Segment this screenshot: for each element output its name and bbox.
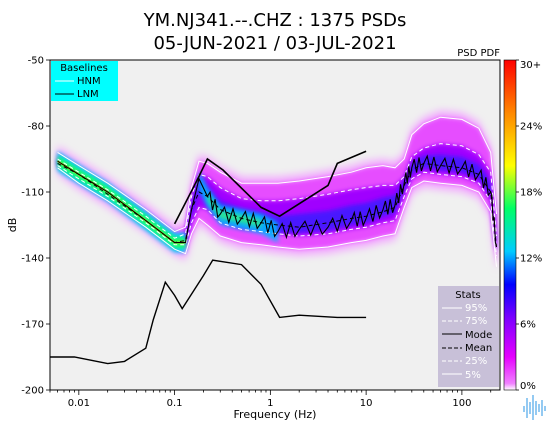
y-tick-label: -200 [21, 386, 44, 397]
x-tick-label: 100 [452, 398, 471, 409]
colorbar-ticks: 0% 6% 12% 18% 24% 30+ [516, 59, 542, 392]
stats-legend-title: Stats [455, 290, 481, 301]
colorbar-tick-label: 24% [520, 122, 542, 133]
chart-subtitle: 05-JUN-2021 / 03-JUL-2021 [153, 33, 396, 54]
colorbar-tick-label: 18% [520, 188, 542, 199]
y-tick-label: -170 [21, 320, 44, 331]
p95-line [57, 116, 497, 233]
p75-legend-label: 75% [465, 316, 487, 327]
hnm-line [173, 150, 367, 225]
stats-legend-box [438, 286, 499, 387]
y-tick-label: -140 [21, 254, 44, 265]
colorbar-tick-label: 0% [520, 381, 536, 392]
x-tick-label: 10 [360, 398, 373, 409]
x-axis-label: Frequency (Hz) [234, 408, 317, 421]
x-tick-label: 0.01 [68, 398, 90, 409]
p25-legend-label: 25% [465, 356, 487, 367]
y-tick-label: -110 [21, 188, 44, 199]
mean-line [57, 162, 497, 248]
stats-lines [57, 116, 498, 267]
y-tick-label: -50 [28, 56, 44, 67]
p5-line [57, 167, 497, 267]
hnm-legend-label: HNM [77, 76, 101, 87]
lnm-line [50, 259, 367, 365]
x-axis-ticks: 0.01 0.1 1 10 100 [49, 390, 492, 409]
y-axis-ticks: -50 -80 -110 -140 -170 -200 [21, 56, 50, 397]
mode-line [57, 154, 498, 248]
mean-legend-label: Mean [465, 343, 492, 354]
x-tick-label: 0.1 [167, 398, 183, 409]
colorbar [503, 59, 517, 391]
baseline-models [50, 150, 367, 365]
stats-legend: Stats 95% 75% Mode Mean 25% 5% [438, 286, 499, 387]
p5-legend-label: 5% [465, 370, 481, 381]
p75-line [57, 143, 497, 239]
chart-title: YM.NJ341.--.CHZ : 1375 PSDs [143, 10, 407, 31]
baselines-legend: Baselines HNM LNM [51, 61, 118, 101]
mode-legend-label: Mode [465, 330, 492, 341]
plot-frame [49, 59, 501, 391]
p95-legend-label: 95% [465, 303, 487, 314]
x-tick-label: 1 [267, 398, 273, 409]
colorbar-tick-label: 6% [520, 320, 536, 331]
y-axis-label: dB [6, 218, 19, 233]
psd-pdf-label: PSD PDF [457, 48, 500, 59]
baselines-legend-title: Baselines [60, 63, 108, 74]
colorbar-tick-label: 12% [520, 254, 542, 265]
lnm-legend-label: LNM [77, 89, 99, 100]
waveform-logo-icon [523, 395, 546, 420]
colorbar-tick-label: 30+ [520, 60, 541, 71]
y-tick-label: -80 [28, 122, 44, 133]
